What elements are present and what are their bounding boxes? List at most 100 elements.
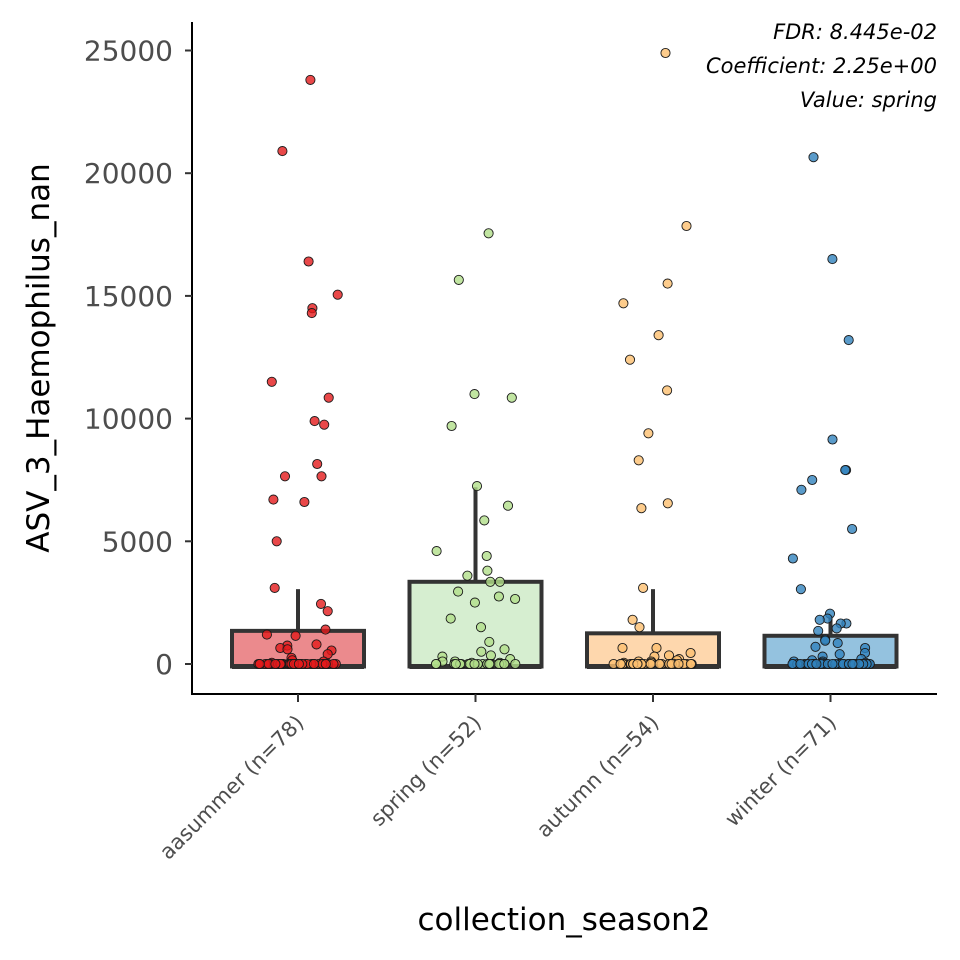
box	[407, 579, 544, 669]
y-tick-label: 10000	[84, 403, 173, 436]
data-point	[831, 623, 842, 634]
data-point	[484, 658, 495, 670]
data-point	[811, 658, 822, 670]
y-axis-title: ASV_3_Haemophilus_nan	[21, 163, 57, 553]
data-point	[827, 658, 838, 670]
y-tick-label: 15000	[84, 280, 173, 313]
boxes-layer	[230, 487, 899, 669]
data-point	[450, 658, 461, 670]
data-point	[685, 658, 696, 670]
data-point	[469, 658, 480, 670]
data-point	[632, 658, 643, 670]
data-point	[293, 658, 304, 670]
data-point	[445, 613, 456, 624]
data-point	[795, 584, 806, 595]
data-point	[266, 376, 277, 387]
data-point	[808, 152, 819, 163]
data-point	[618, 298, 629, 309]
data-point	[277, 146, 288, 157]
data-point	[254, 658, 265, 670]
data-point	[832, 638, 843, 649]
data-point	[636, 503, 647, 514]
data-point	[617, 642, 628, 654]
data-point	[305, 74, 316, 85]
data-point	[634, 622, 645, 633]
data-point	[662, 278, 673, 289]
data-point	[479, 515, 490, 526]
x-tick-label: winter (n=71)	[720, 711, 841, 832]
data-point	[627, 614, 638, 625]
data-point	[306, 308, 317, 319]
x-tick-label: autumn (n=54)	[532, 711, 664, 843]
data-point	[633, 455, 644, 466]
data-point	[638, 582, 649, 593]
data-point	[453, 586, 464, 597]
data-point	[309, 416, 320, 427]
data-point	[271, 536, 282, 547]
data-point	[319, 419, 330, 430]
data-point	[493, 591, 504, 602]
data-point	[430, 658, 442, 670]
data-point	[299, 496, 310, 508]
data-point	[506, 392, 517, 403]
data-point	[643, 428, 654, 439]
data-point	[469, 389, 480, 400]
x-axis-title: collection_season2	[418, 902, 711, 938]
data-point	[320, 624, 331, 635]
y-tick-label: 5000	[102, 525, 173, 558]
data-point	[471, 481, 483, 492]
data-point	[814, 614, 825, 625]
data-point	[787, 553, 798, 564]
data-point	[681, 220, 692, 232]
data-point	[813, 625, 824, 636]
data-point	[510, 593, 521, 605]
data-point	[261, 629, 272, 640]
data-point	[827, 434, 838, 445]
data-point	[279, 471, 291, 482]
x-ticks: aasummer (n=78) spring (n=52) autumn (n=54…	[155, 694, 841, 864]
annotation-fdr: FDR: 8.445e-02	[773, 20, 937, 44]
y-tick-label: 0	[155, 648, 173, 681]
data-point	[834, 649, 845, 660]
data-point	[290, 630, 301, 641]
data-point	[662, 385, 673, 396]
data-point	[469, 597, 480, 608]
data-point	[270, 658, 281, 670]
data-point	[840, 465, 851, 476]
x-tick-label: spring (n=52)	[366, 711, 486, 831]
data-point	[481, 550, 492, 562]
data-point	[453, 274, 464, 285]
data-point	[282, 644, 293, 655]
data-point	[660, 47, 671, 59]
data-point	[485, 576, 496, 587]
data-point	[499, 644, 510, 655]
data-point	[315, 598, 327, 609]
data-point	[502, 500, 514, 511]
y-tick-label: 20000	[84, 157, 173, 190]
data-point	[269, 582, 280, 593]
data-point	[446, 420, 457, 432]
data-point	[484, 636, 495, 647]
data-point	[510, 658, 521, 670]
data-point	[663, 650, 675, 661]
data-point	[615, 658, 626, 670]
data-point	[673, 658, 684, 670]
data-point	[323, 392, 334, 403]
data-point	[494, 576, 505, 587]
data-point	[332, 289, 343, 300]
x-tick-label: aasummer (n=78)	[155, 711, 309, 865]
data-point	[320, 658, 331, 670]
data-point	[827, 254, 838, 265]
data-point	[807, 474, 818, 486]
data-point	[685, 647, 696, 659]
data-point	[653, 330, 664, 341]
annotation-coefficient: Coefficient: 2.25e+00	[706, 54, 937, 78]
data-point	[847, 523, 858, 535]
data-point	[483, 228, 494, 239]
data-point	[662, 498, 673, 509]
data-point	[499, 658, 510, 670]
y-ticks: 0 5000 10000 15000 20000 25000	[84, 35, 192, 681]
data-point	[322, 606, 333, 617]
data-point	[475, 622, 487, 633]
